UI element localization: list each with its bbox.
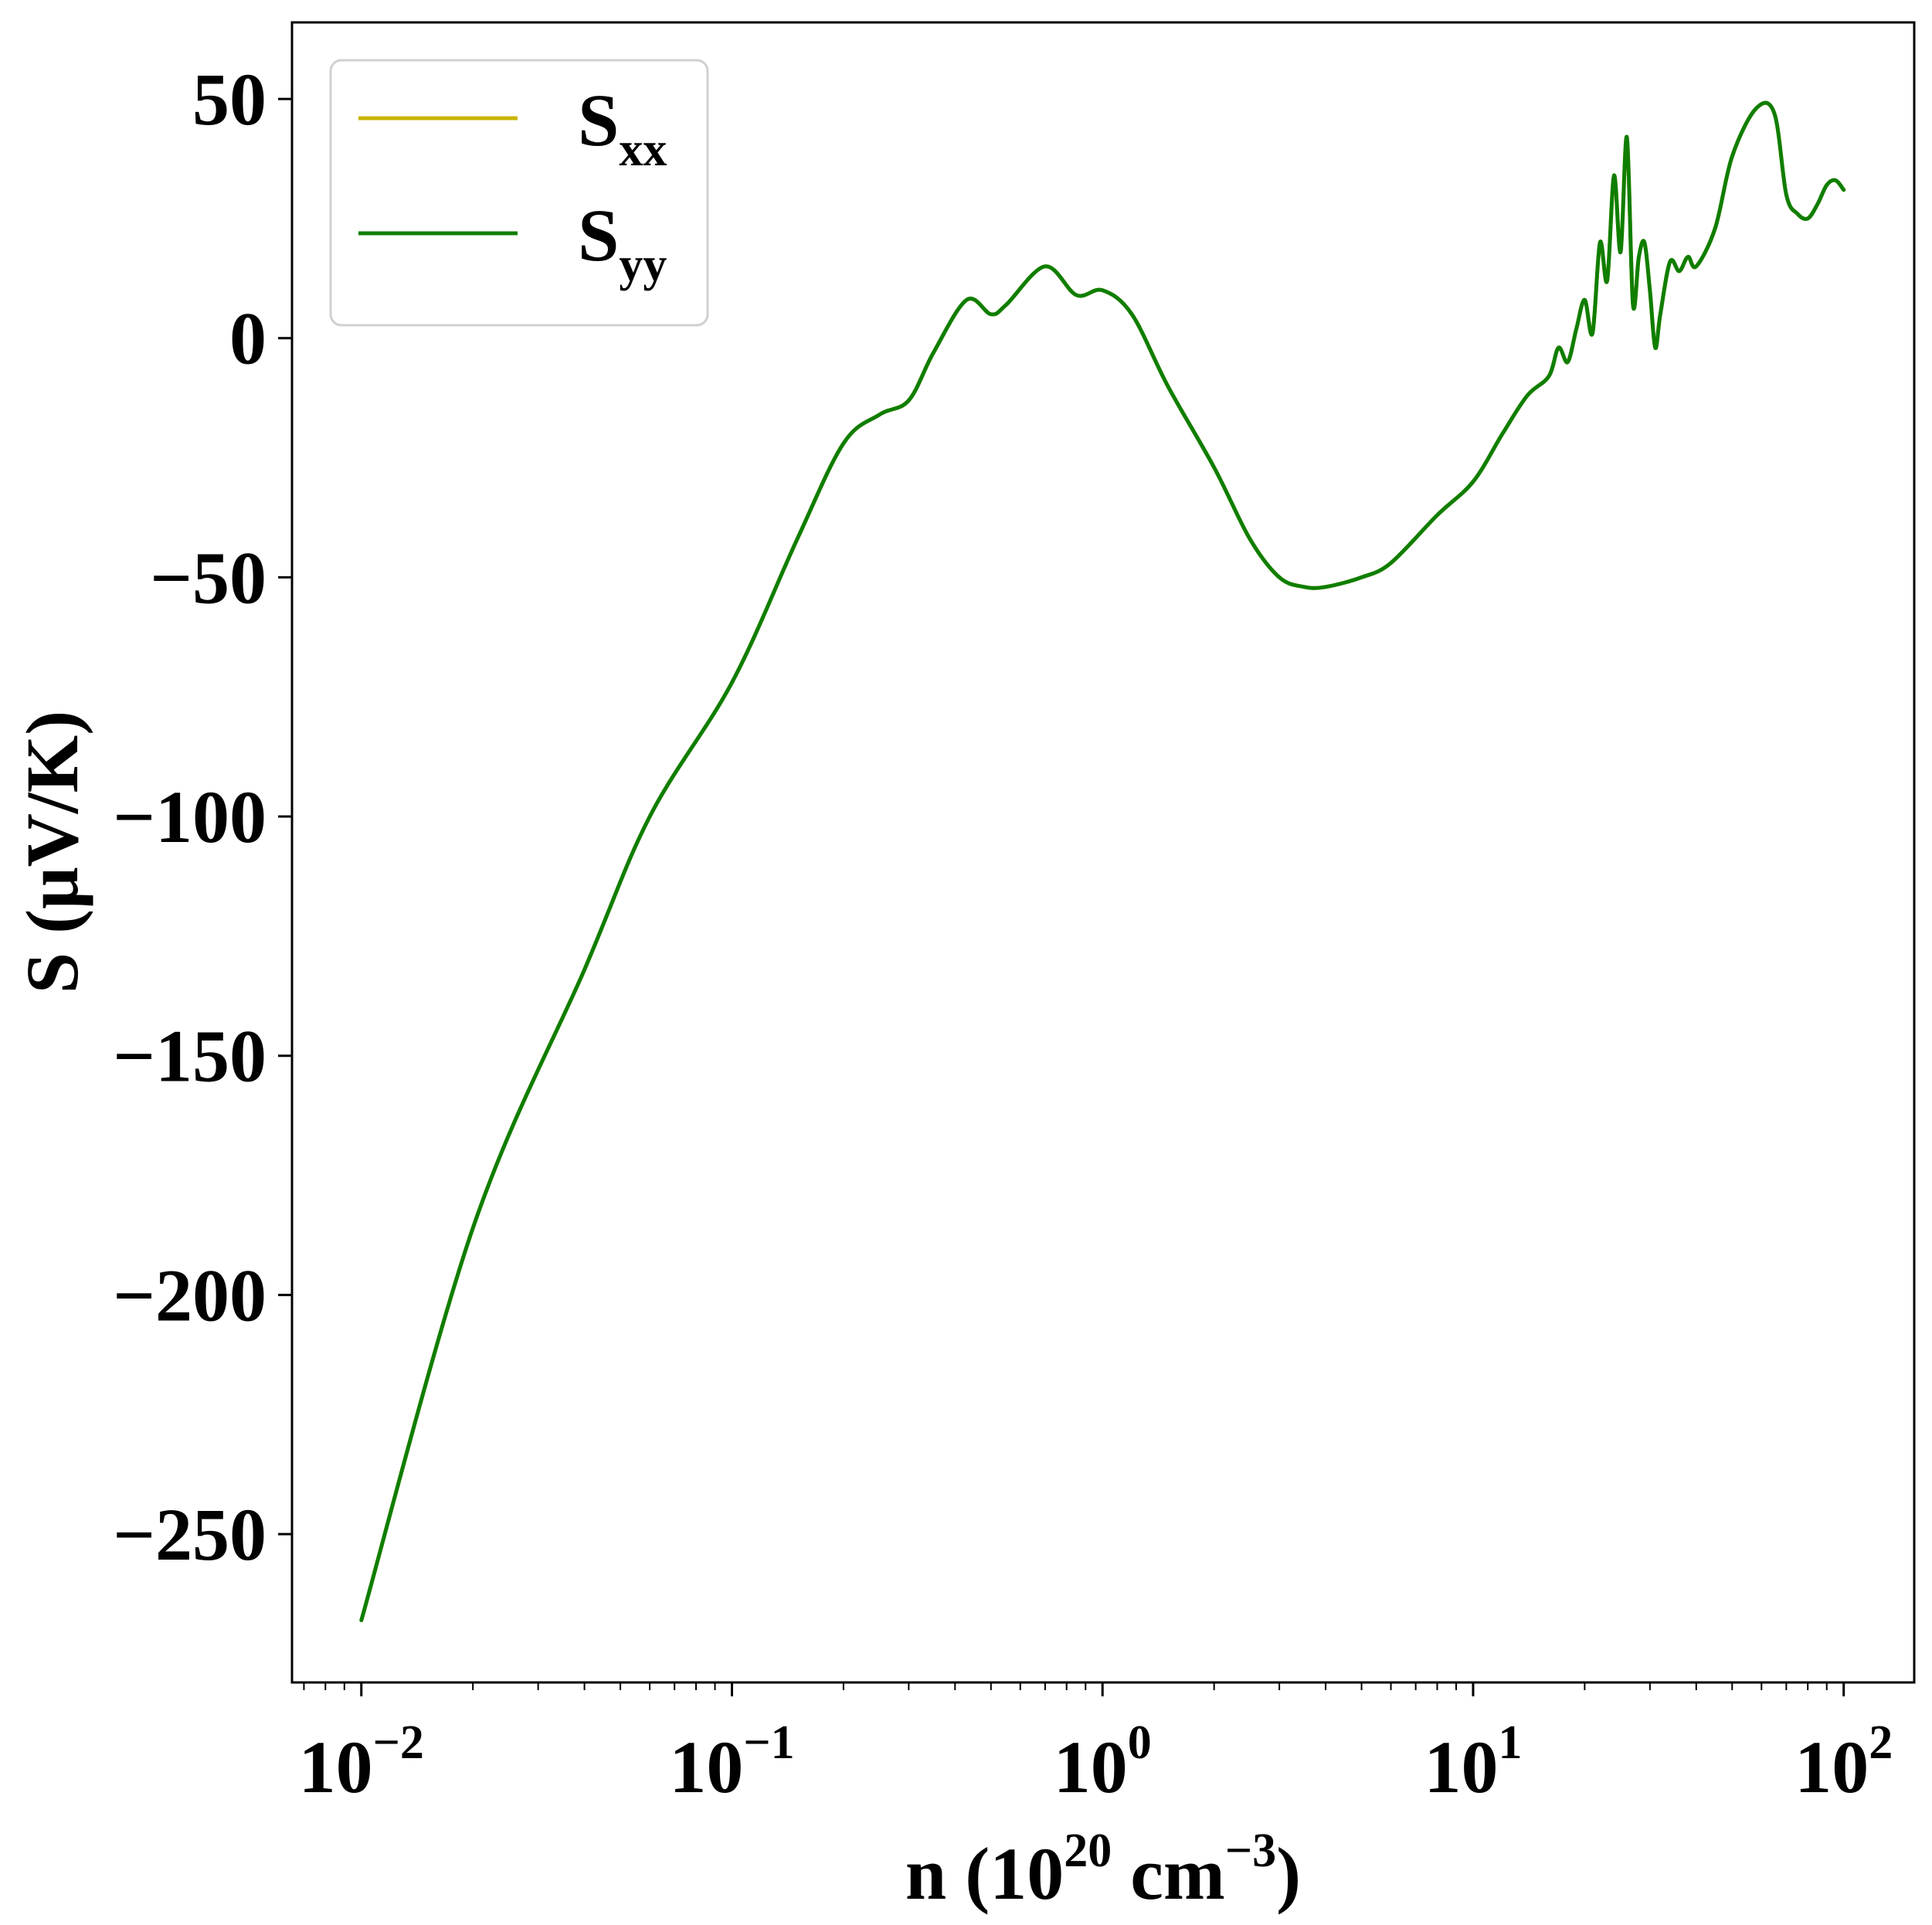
x-axis: 10−2 10−1 100 101 102: [299, 1682, 1893, 1808]
legend: Sxx Syy: [329, 59, 709, 327]
legend-label-sxx: Sxx: [578, 79, 667, 176]
x-tick-base-1: 10: [669, 1726, 743, 1808]
legend-label-sxx-sub: xx: [619, 124, 667, 176]
y-axis: 50 0 −50 −100 −150 −200 −250: [113, 58, 292, 1576]
x-tick-base-2: 10: [1054, 1726, 1128, 1808]
series-line-syy: [359, 100, 1846, 1622]
x-axis-label-exponent: 20: [1064, 1825, 1112, 1877]
y-tick-label-5: −200: [113, 1254, 267, 1336]
y-tick-label-6: −250: [113, 1493, 267, 1576]
x-tick-label-4: 102: [1794, 1716, 1893, 1808]
x-tick-label-2: 100: [1054, 1716, 1152, 1808]
legend-label-syy-name: S: [578, 194, 619, 277]
series-layer: [359, 100, 1846, 1622]
x-axis-label-unit: cm: [1112, 1832, 1225, 1915]
x-tick-label-3: 101: [1424, 1716, 1522, 1808]
legend-label-sxx-name: S: [578, 79, 619, 161]
legend-box: [329, 59, 709, 327]
x-tick-exp-4: 2: [1869, 1716, 1893, 1769]
x-axis-label-unit-exponent: −3: [1225, 1825, 1276, 1877]
y-tick-label-2: −50: [150, 536, 267, 619]
x-tick-label-0: 10−2: [299, 1716, 424, 1808]
y-tick-label-4: −150: [113, 1015, 267, 1098]
x-tick-exp-1: −1: [743, 1716, 794, 1769]
y-tick-label-1: 0: [229, 297, 267, 380]
legend-label-syy-sub: yy: [619, 239, 667, 291]
x-axis-label-suffix: ): [1276, 1832, 1301, 1915]
x-axis-label: n (1020 cm−3): [905, 1825, 1301, 1915]
x-tick-exp-2: 0: [1128, 1716, 1152, 1769]
x-axis-label-prefix: n (10: [905, 1832, 1064, 1915]
x-tick-label-1: 10−1: [669, 1716, 794, 1808]
x-tick-base-4: 10: [1794, 1726, 1869, 1808]
y-tick-label-0: 50: [192, 58, 267, 141]
y-axis-label: S (μV/K): [11, 711, 93, 993]
y-tick-label-3: −100: [113, 776, 267, 858]
x-tick-exp-3: 1: [1498, 1716, 1522, 1769]
x-tick-exp-0: −2: [373, 1716, 424, 1769]
x-tick-base-0: 10: [299, 1726, 373, 1808]
x-tick-base-3: 10: [1424, 1726, 1498, 1808]
legend-label-syy: Syy: [578, 194, 667, 291]
